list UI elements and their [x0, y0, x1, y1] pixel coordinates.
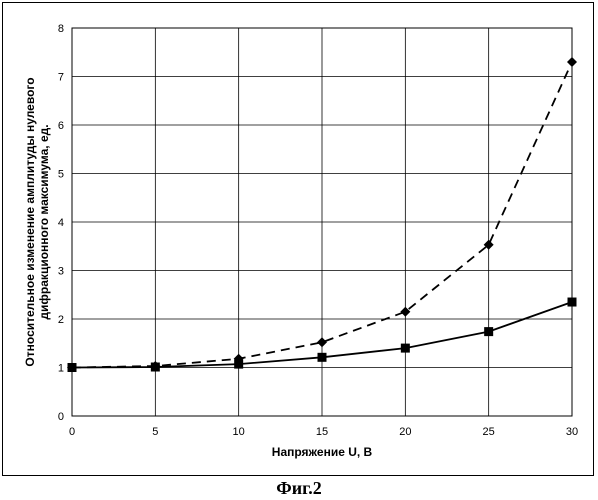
x-tick-label: 0	[69, 426, 75, 438]
line-chart: 0 5 10 15 20 25 30 0 1 2 3 4 5 6 7 8 Напряжение U, В О…	[0, 0, 598, 476]
y-tick-label: 0	[58, 411, 64, 423]
data-point-square	[68, 363, 77, 372]
y-tick-labels: 0 1 2 3 4 5 6 7 8	[58, 23, 64, 423]
data-point-square	[401, 344, 410, 353]
x-tick-labels: 0 5 10 15 20 25 30	[69, 426, 578, 438]
y-tick-label: 6	[58, 120, 64, 132]
y-tick-label: 8	[58, 23, 64, 35]
y-tick-label: 7	[58, 72, 64, 84]
x-tick-label: 5	[152, 426, 158, 438]
x-tick-label: 10	[233, 426, 245, 438]
y-tick-label: 4	[58, 217, 64, 229]
y-tick-label: 1	[58, 363, 64, 375]
figure-caption: Фиг.2	[0, 478, 598, 499]
y-tick-label: 5	[58, 169, 64, 181]
y-tick-label: 2	[58, 314, 64, 326]
data-point-square	[234, 360, 243, 369]
data-point-square	[484, 327, 493, 336]
x-tick-label: 30	[566, 426, 578, 438]
data-point-square	[568, 298, 577, 307]
x-tick-label: 25	[483, 426, 495, 438]
y-tick-label: 3	[58, 266, 64, 278]
x-tick-label: 20	[399, 426, 411, 438]
data-point-square	[151, 363, 160, 372]
data-point-square	[318, 353, 327, 362]
y-axis-label-line-2: дифракционного максимума, ед.	[37, 124, 51, 319]
x-axis-label: Напряжение U, В	[272, 445, 373, 459]
x-tick-label: 15	[316, 426, 328, 438]
y-axis-label-line-1: Относительное изменение амплитуды нулево…	[23, 77, 37, 366]
